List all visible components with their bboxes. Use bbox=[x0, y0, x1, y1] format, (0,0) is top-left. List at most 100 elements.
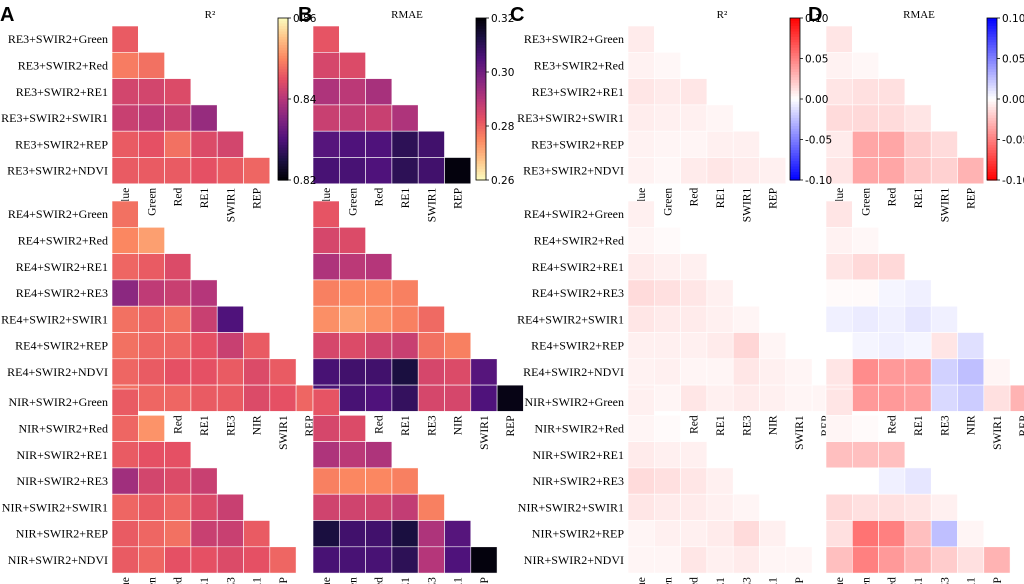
colorbar-gradient bbox=[476, 123, 486, 127]
heatmap-cell bbox=[365, 157, 393, 185]
colorbar-gradient bbox=[987, 126, 997, 130]
colorbar-gradient bbox=[987, 112, 997, 116]
heatmap-cell bbox=[216, 546, 244, 574]
colorbar-gradient bbox=[790, 171, 800, 176]
colorbar-gradient bbox=[476, 96, 486, 100]
column-label: Green bbox=[860, 188, 872, 216]
heatmap-cell bbox=[190, 546, 218, 574]
heatmap-cell bbox=[216, 157, 244, 185]
colorbar-gradient bbox=[987, 163, 997, 168]
colorbar-gradient bbox=[790, 23, 800, 27]
heatmap-cell bbox=[111, 200, 139, 228]
heatmap-cell bbox=[111, 25, 139, 53]
colorbar-gradient bbox=[790, 50, 800, 54]
colorbar-gradient bbox=[278, 72, 288, 76]
colorbar-gradient bbox=[790, 93, 800, 97]
heatmap-cell bbox=[190, 332, 218, 360]
column-label: Green bbox=[347, 188, 359, 216]
heatmap-cell bbox=[138, 520, 165, 548]
colorbar-gradient bbox=[790, 139, 800, 143]
heatmap-cell bbox=[680, 130, 708, 158]
panel-label-C: C bbox=[510, 4, 524, 26]
column-label: RE3 bbox=[741, 415, 753, 436]
colorbar-gradient bbox=[987, 117, 997, 122]
heatmap-cell bbox=[653, 253, 681, 281]
column-label: NIR bbox=[966, 415, 978, 435]
heatmap-cell bbox=[878, 157, 906, 185]
row-label: NIR+SWIR2+REP bbox=[16, 527, 109, 541]
heatmap-cell bbox=[111, 358, 139, 386]
row-label: RE4+SWIR2+Green bbox=[8, 207, 108, 221]
colorbar-tick-label: 0.00 bbox=[805, 94, 828, 106]
heatmap-cell bbox=[164, 157, 192, 185]
colorbar-gradient bbox=[278, 126, 288, 130]
heatmap-cell bbox=[627, 253, 655, 281]
heatmap-cell bbox=[825, 520, 853, 548]
row-label: NIR+SWIR2+RE3 bbox=[16, 474, 108, 488]
heatmap-cell bbox=[312, 305, 340, 333]
heatmap-cell bbox=[338, 130, 366, 158]
heatmap-cell bbox=[216, 493, 244, 521]
heatmap-cell bbox=[957, 157, 985, 185]
colorbar-gradient bbox=[476, 72, 486, 76]
colorbar-gradient bbox=[987, 139, 997, 143]
heatmap-cell bbox=[904, 358, 932, 386]
heatmap-cell bbox=[243, 520, 271, 548]
colorbar-gradient bbox=[278, 90, 288, 95]
colorbar-gradient bbox=[987, 45, 997, 49]
colorbar-gradient bbox=[987, 177, 997, 181]
column-label: Green bbox=[662, 188, 674, 216]
colorbar-gradient bbox=[987, 85, 997, 89]
row-label: RE3+SWIR2+SWIR1 bbox=[1, 111, 108, 125]
heatmap-cell bbox=[627, 130, 655, 158]
heatmap-cell bbox=[627, 388, 655, 416]
heatmap-cell bbox=[759, 332, 787, 360]
colorbar-gradient bbox=[790, 158, 800, 162]
row-label: RE3+SWIR2+RE1 bbox=[16, 85, 108, 99]
colorbar-gradient bbox=[476, 171, 486, 176]
column-label: Blue bbox=[321, 577, 333, 584]
colorbar-gradient bbox=[790, 147, 800, 151]
heatmap-cell bbox=[904, 157, 932, 185]
column-label: RE1 bbox=[913, 577, 925, 584]
colorbar-gradient bbox=[790, 45, 800, 49]
heatmap-cell bbox=[785, 546, 813, 574]
heatmap-cell bbox=[957, 332, 985, 360]
column-label: RE1 bbox=[199, 577, 211, 584]
colorbar-gradient bbox=[790, 142, 800, 146]
heatmap-cell bbox=[243, 332, 271, 360]
colorbar-gradient bbox=[987, 23, 997, 27]
heatmap-cell bbox=[138, 157, 165, 185]
heatmap-cell bbox=[680, 104, 708, 132]
heatmap-cell bbox=[417, 305, 445, 333]
heatmap-cell bbox=[138, 384, 165, 412]
heatmap-cell bbox=[930, 384, 958, 412]
heatmap-cell bbox=[878, 279, 906, 307]
heatmap-cell bbox=[164, 104, 192, 132]
heatmap-cell bbox=[216, 332, 244, 360]
heatmap-cell bbox=[391, 384, 419, 412]
heatmap-cell bbox=[653, 520, 681, 548]
row-label: RE3+SWIR2+SWIR1 bbox=[517, 111, 624, 125]
heatmap-cell bbox=[732, 332, 760, 360]
colorbar-gradient bbox=[476, 31, 486, 35]
heatmap-cell bbox=[111, 253, 139, 281]
heatmap-cell bbox=[365, 384, 393, 412]
column-label: RE3 bbox=[225, 577, 237, 584]
column-label: Red bbox=[887, 577, 899, 584]
colorbar-gradient bbox=[278, 163, 288, 168]
heatmap-cell bbox=[138, 279, 165, 307]
colorbar-tick-label: -0.05 bbox=[805, 135, 832, 147]
heatmap-cell bbox=[243, 546, 271, 574]
colorbar-gradient bbox=[790, 58, 800, 62]
heatmap-cell bbox=[825, 388, 853, 416]
colorbar-gradient bbox=[476, 82, 486, 87]
colorbar-gradient bbox=[987, 34, 997, 38]
row-label: RE3+SWIR2+Red bbox=[534, 58, 624, 72]
colorbar-gradient bbox=[790, 39, 800, 43]
panel-title-D: RMAE bbox=[903, 9, 935, 21]
colorbar-gradient bbox=[278, 28, 288, 33]
heatmap-cell bbox=[1009, 384, 1024, 412]
heatmap-cell bbox=[627, 305, 655, 333]
heatmap-cell bbox=[680, 253, 708, 281]
